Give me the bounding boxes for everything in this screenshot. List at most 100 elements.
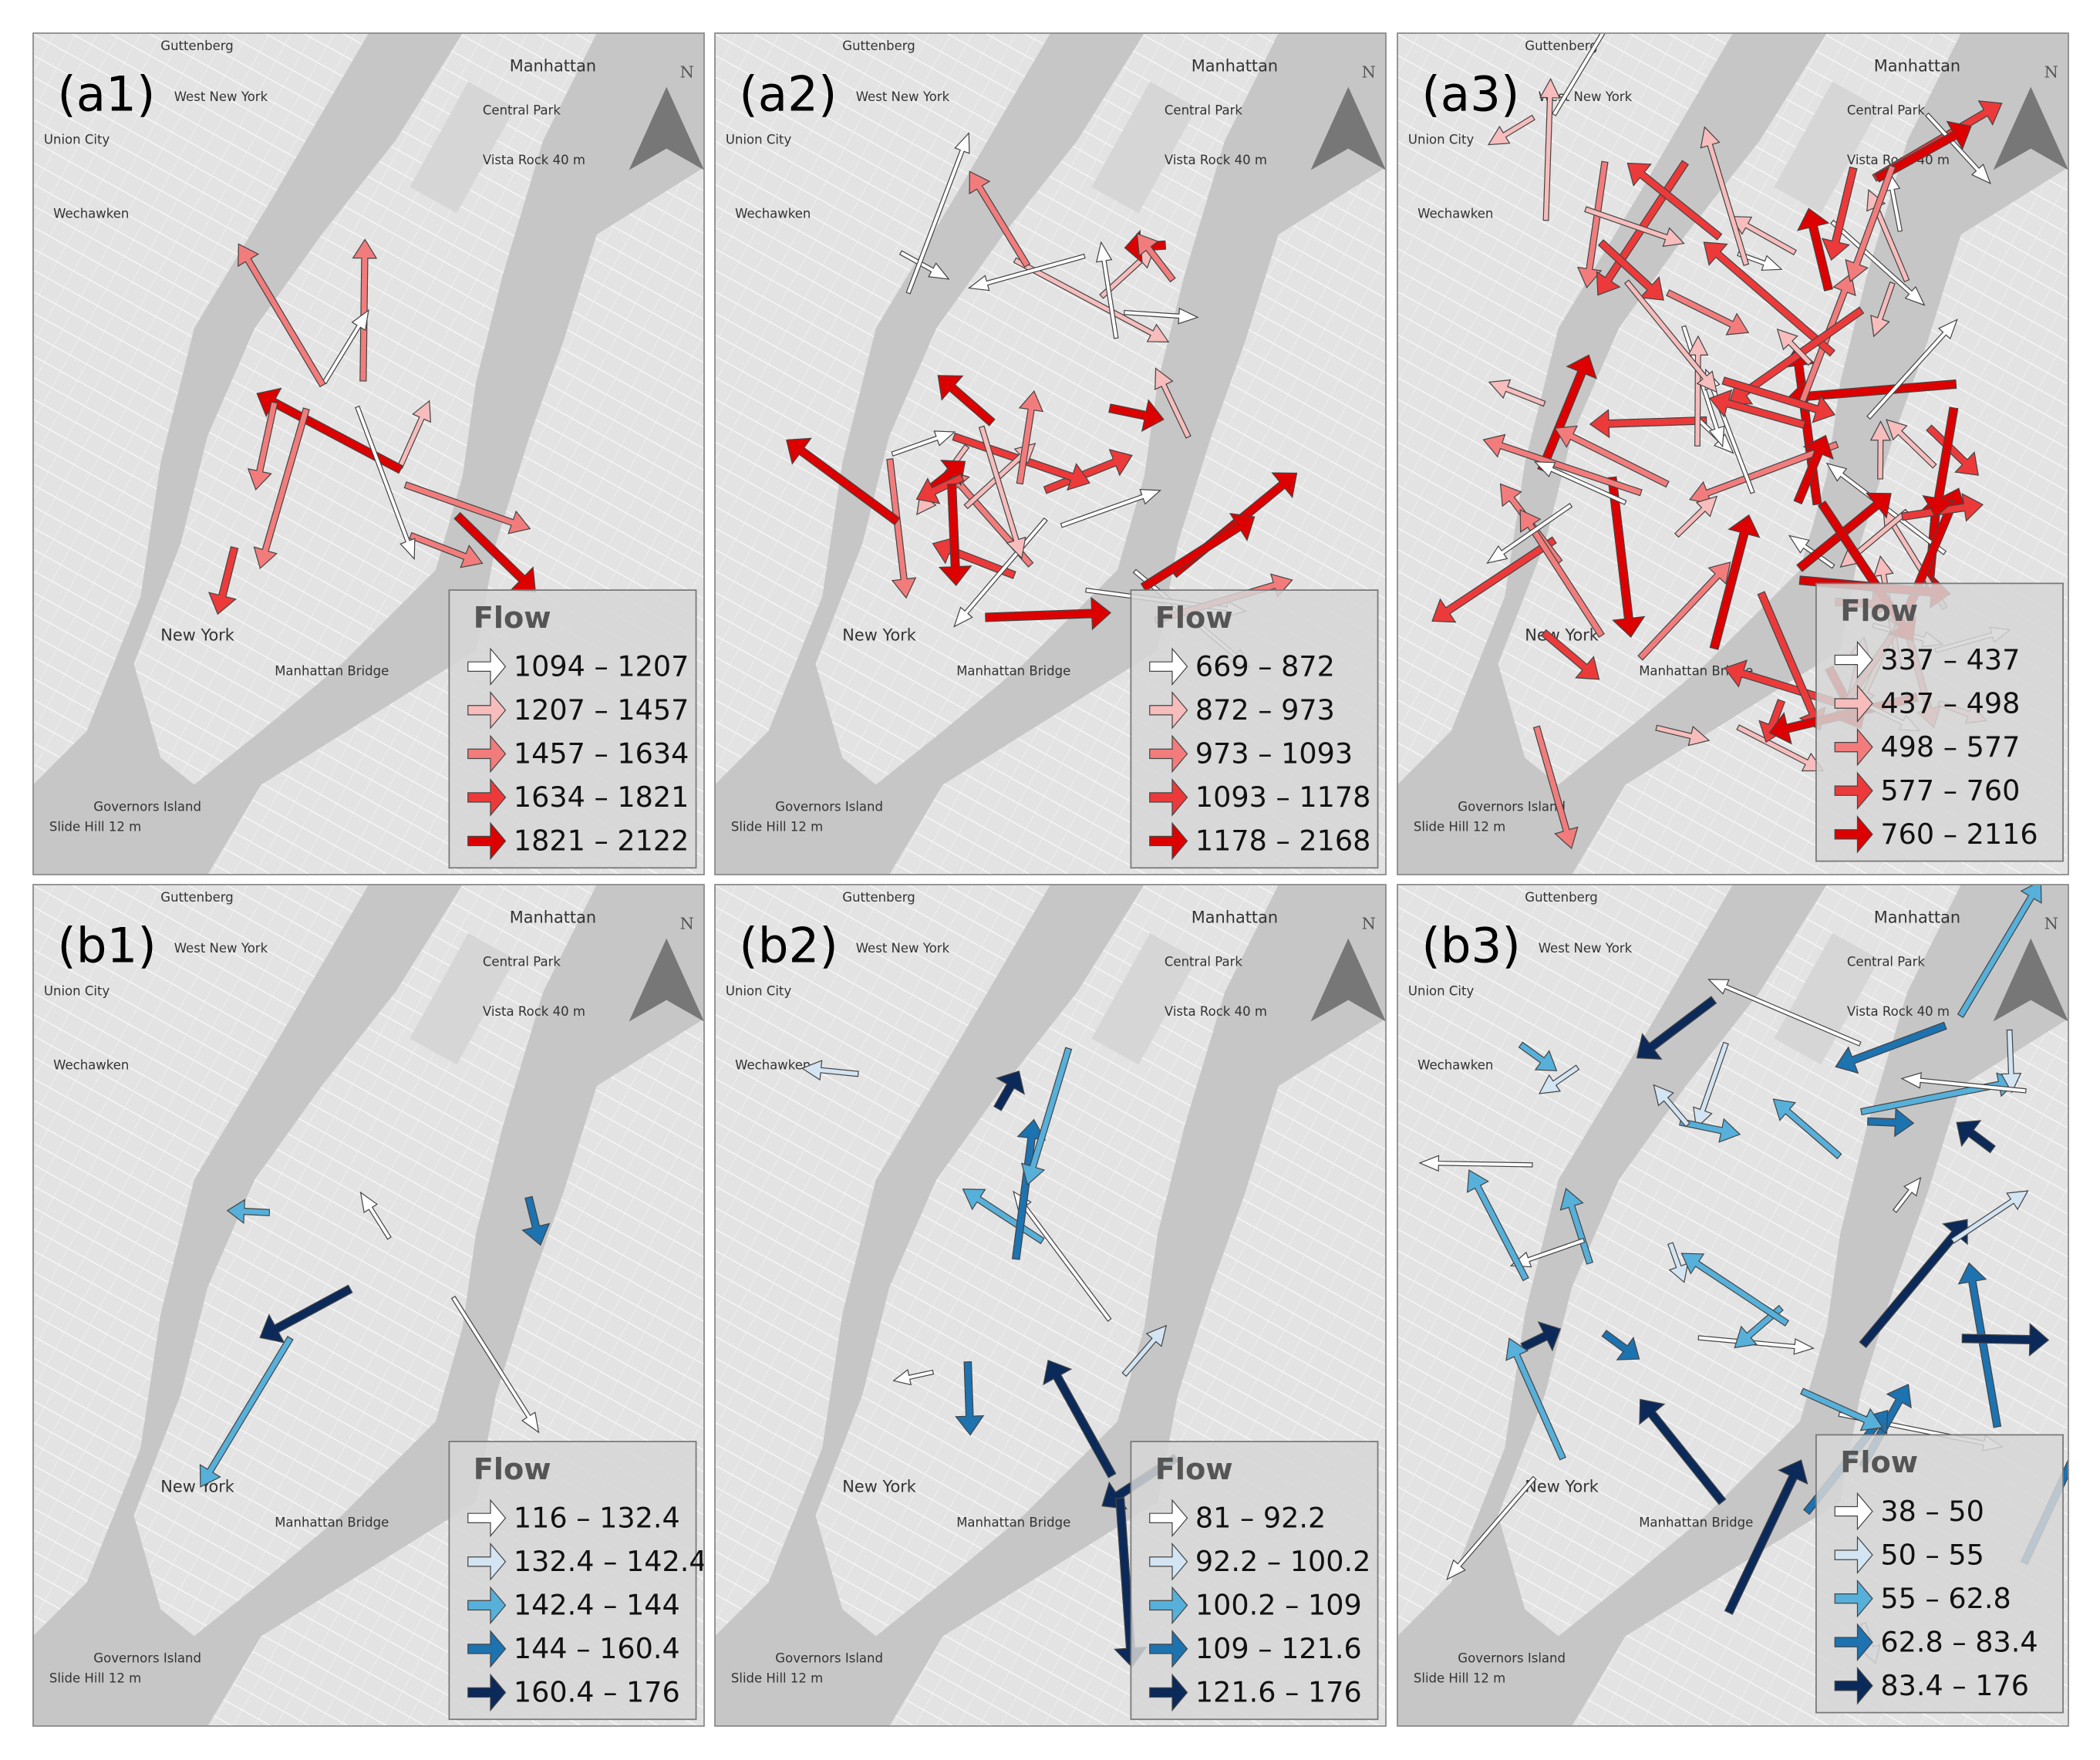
central-park (410, 81, 516, 214)
flow-arrow (247, 401, 278, 491)
place-label: Guttenberg (160, 39, 233, 53)
flow-arrow (1539, 78, 1561, 221)
flow-arrow (1834, 640, 1873, 679)
north-label: N (680, 915, 694, 933)
north-label: N (2044, 63, 2058, 82)
legend-title: Flow (1840, 594, 1918, 629)
flow-arrow (905, 132, 970, 295)
legend: Flow 38 – 50 50 – 55 55 – 62.8 62.8 – 83.4 83… (1815, 1434, 2064, 1714)
place-label: Central Park (483, 103, 561, 117)
legend-label: 81 – 92.2 (1195, 1502, 1326, 1535)
flow-arrow (1149, 778, 1188, 817)
legend-label: 498 – 577 (1880, 730, 2020, 764)
flow-arrow (1532, 725, 1579, 850)
flow-arrow (1867, 1108, 1915, 1138)
place-label: Manhattan Bridge (1639, 1516, 1753, 1530)
place-label: Union City (44, 984, 110, 999)
flow-arrow (1772, 1098, 1842, 1160)
flow-arrow (1149, 1630, 1188, 1668)
flow-arrow (1926, 424, 1979, 476)
flow-arrow (1834, 771, 1873, 811)
north-arrow (629, 86, 704, 170)
flow-arrow (1589, 409, 1707, 439)
flow-arrow (1724, 1459, 1808, 1615)
flow-arrow (1788, 534, 1835, 569)
legend-label: 1634 – 1821 (514, 781, 689, 814)
flow-arrow (1488, 379, 1546, 407)
flow-arrow (467, 1673, 507, 1712)
flow-arrow (1834, 1492, 1873, 1531)
land-nj (715, 885, 1050, 1637)
flow-arrow (985, 596, 1112, 631)
flow-arrow (450, 1296, 540, 1434)
map-content: Guttenberg Manhattan West New York Union Ci… (1397, 885, 2069, 1726)
place-label: Manhattan Bridge (275, 1516, 389, 1530)
flow-arrow (1601, 1330, 1640, 1360)
flow-arrow (786, 437, 901, 526)
flow-arrow (1830, 219, 1926, 306)
legend-label: 337 – 437 (1880, 643, 2020, 676)
flow-arrow (1721, 376, 1836, 423)
place-label: Wechawken (1417, 206, 1493, 221)
flow-arrow (1834, 1536, 1873, 1574)
place-label: Union City (726, 133, 792, 147)
flow-arrow (892, 1369, 935, 1386)
place-label: Wechawken (1417, 1057, 1493, 1072)
north-label: N (2044, 915, 2058, 933)
flow-arrow (1623, 279, 1717, 393)
place-label: Manhattan (510, 57, 596, 76)
flow-arrow (1123, 307, 1199, 325)
land-manhattan (1498, 885, 1961, 1637)
place-label: New York (1525, 625, 1599, 644)
panel-label: (b3) (1421, 918, 1520, 974)
flow-arrow (396, 400, 432, 470)
flow-arrow (1834, 814, 1873, 854)
north-arrow (629, 938, 704, 1022)
flow-arrow (1674, 495, 1718, 538)
place-label: Union City (44, 133, 110, 147)
map-content: Guttenberg Manhattan West New York Union Ci… (33, 33, 704, 875)
panel-border (1397, 884, 2069, 1727)
legend-label: 1178 – 2168 (1195, 824, 1370, 858)
legend-label: 872 – 973 (1195, 693, 1335, 727)
legend: Flow 337 – 437 437 – 498 498 – 577 577 – 760… (1815, 582, 2064, 862)
flow-arrow (467, 778, 507, 817)
flow-arrow (1866, 319, 1958, 420)
place-label: Union City (726, 984, 792, 999)
land-nj (715, 33, 1050, 785)
flow-arrow (1957, 885, 2042, 1018)
legend-label: 1207 – 1457 (514, 693, 689, 727)
flow-arrow (467, 1543, 507, 1581)
flow-arrow (467, 1586, 507, 1625)
legend-label: 1821 – 2122 (514, 824, 689, 858)
flow-arrow (2001, 1029, 2022, 1094)
north-label: N (1362, 915, 1376, 933)
flow-arrow (1961, 1323, 2050, 1357)
place-label: Central Park (1165, 954, 1243, 969)
flow-arrow (467, 734, 507, 774)
place-label: Vista Rock 40 m (1847, 1004, 1950, 1019)
place-label: Slide Hill 12 m (1414, 820, 1505, 834)
legend-label: 577 – 760 (1880, 774, 2020, 807)
flow-arrow (1687, 335, 1709, 447)
flow-arrow (1707, 979, 1862, 1047)
place-label: Union City (1408, 984, 1475, 999)
map-content: Guttenberg Manhattan West New York Union Ci… (715, 885, 1386, 1726)
place-label: Guttenberg (1525, 890, 1597, 905)
flow-arrow (1637, 561, 1731, 661)
flow-arrow (409, 531, 484, 568)
flow-arrow (967, 253, 1086, 292)
flow-arrow (1149, 734, 1188, 774)
legend: Flow 669 – 872 872 – 973 973 – 1093 1093 – 1… (1130, 589, 1379, 869)
flow-arrow (521, 1195, 551, 1246)
flow-arrow (1667, 1242, 1689, 1283)
flow-arrow (1797, 207, 1833, 292)
flow-arrow (1533, 461, 1627, 505)
place-label: West New York (174, 89, 268, 104)
panel-border (714, 32, 1387, 875)
place-label: West New York (1539, 941, 1633, 956)
flow-arrow (1874, 120, 1972, 183)
legend-label: 160.4 – 176 (514, 1676, 680, 1709)
flow-arrow (1518, 1041, 1558, 1071)
